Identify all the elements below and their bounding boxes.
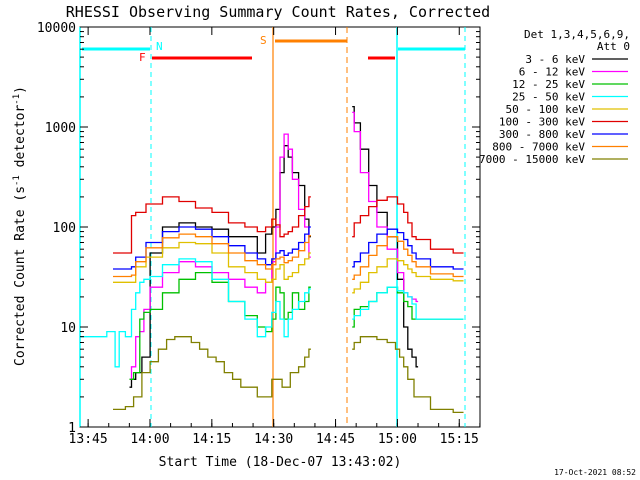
y-tick-label: 1000 (45, 121, 76, 136)
legend-label: 6 - 12 keV (519, 66, 586, 79)
y-axis-label-sup-2: -1 (12, 94, 22, 105)
y-axis-label-main: Corrected Count Rate (s (13, 186, 28, 366)
y-axis-label-mid: detector (13, 105, 28, 176)
series-line-7 (113, 233, 464, 280)
series-line-2 (129, 271, 464, 380)
legend-label: 300 - 800 keV (499, 128, 585, 141)
x-tick-label: 14:45 (316, 432, 355, 447)
flag-bars: NF S (79, 27, 466, 427)
legend-header-2: Att 0 (597, 40, 630, 53)
x-tick-label: 14:00 (130, 432, 169, 447)
x-tick-label: 13:45 (69, 432, 108, 447)
y-tick-label: 1 (68, 421, 76, 436)
legend-label: 100 - 300 keV (499, 116, 585, 129)
y-axis-label-sup-1: -1 (12, 175, 22, 186)
y-axis-label-end: ) (13, 86, 28, 94)
footer-date: 17-Oct-2021 08:52 (554, 468, 636, 477)
series-line-5 (113, 196, 464, 254)
night-flag-label: N (156, 40, 163, 53)
series-line-6 (113, 226, 464, 270)
x-tick-label: 15:00 (378, 432, 417, 447)
series-line-8 (113, 336, 464, 414)
y-tick-label: 10 (60, 321, 76, 336)
y-tick-label: 100 (53, 221, 76, 236)
x-axis-label: Start Time (18-Dec-07 13:43:02) (159, 455, 402, 470)
series-lines (80, 105, 464, 414)
legend-label: 7000 - 15000 keV (479, 153, 585, 166)
x-tick-label: 14:30 (254, 432, 293, 447)
y-axis-label: Corrected Count Rate (s-1 detector-1) (12, 86, 28, 366)
x-tick-label: 14:15 (192, 432, 231, 447)
x-tick-label: 15:15 (440, 432, 479, 447)
legend-label: 800 - 7000 keV (492, 141, 585, 154)
legend-label: 25 - 50 keV (512, 91, 585, 104)
series-line-0 (129, 105, 419, 388)
legend-label: 3 - 6 keV (525, 53, 585, 66)
chart-title: RHESSI Observing Summary Count Rates, Co… (66, 3, 490, 21)
flare-flag-label: F (139, 51, 146, 64)
saa-flag-label: S (260, 34, 267, 47)
legend-label: 50 - 100 keV (506, 103, 586, 116)
legend-header-1: Det 1,3,4,5,6,9, (524, 28, 630, 41)
axes: 13:45 14:00 14:15 14:30 14:45 15:00 15:15 1 10 10… (37, 21, 481, 447)
y-tick-label: 10000 (37, 21, 76, 36)
legend-label: 12 - 25 keV (512, 78, 585, 91)
series-line-3 (80, 258, 464, 368)
series-line-4 (113, 241, 464, 294)
